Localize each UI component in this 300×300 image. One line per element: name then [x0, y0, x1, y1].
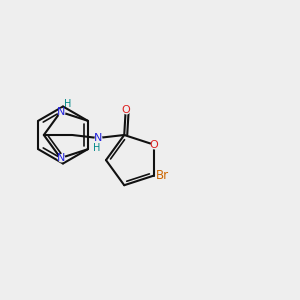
Text: O: O	[149, 140, 158, 150]
Text: H: H	[93, 142, 100, 153]
Text: N: N	[94, 133, 102, 143]
Text: N: N	[56, 107, 65, 117]
Text: H: H	[64, 98, 72, 109]
Text: O: O	[121, 104, 130, 115]
Text: N: N	[56, 153, 65, 163]
Text: Br: Br	[156, 169, 169, 182]
